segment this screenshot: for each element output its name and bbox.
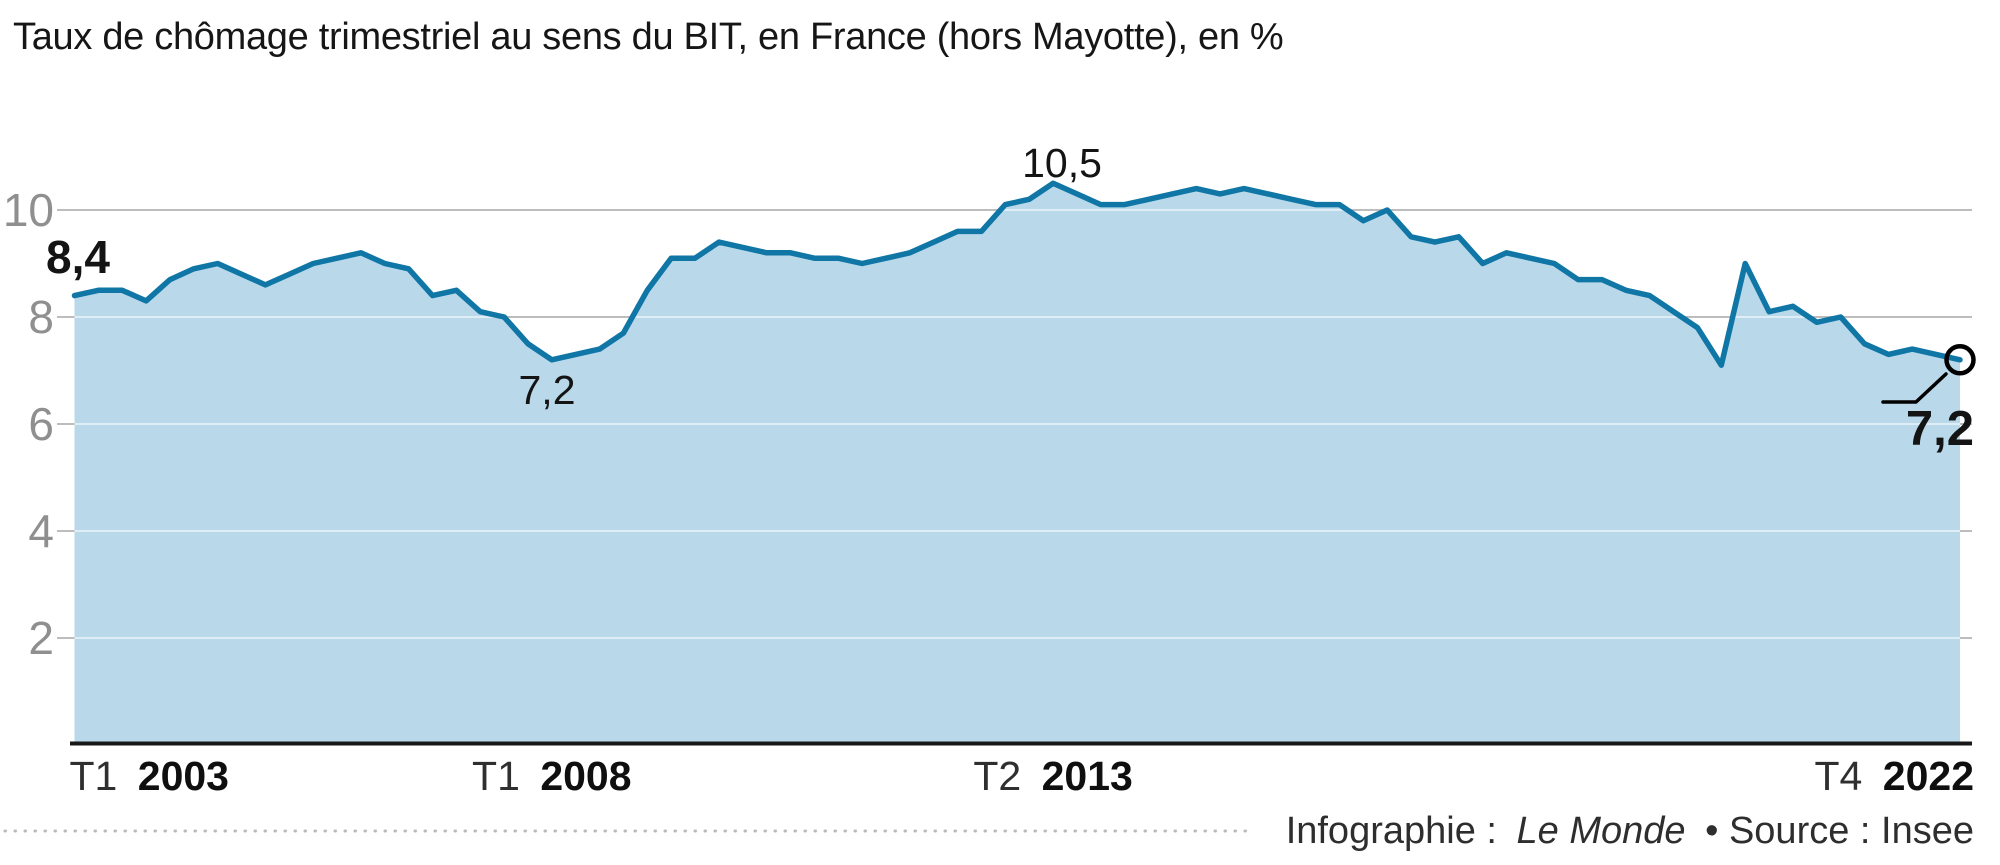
x-axis-labels: T1 2003 T1 2008 T2 2013 T4 2022 xyxy=(70,753,1975,799)
annotation-latest-value: 7,2 xyxy=(1906,402,1974,456)
x-tick-quarter: T2 xyxy=(973,753,1021,799)
x-tick-year: 2022 xyxy=(1883,753,1974,799)
annotation-first-value: 8,4 xyxy=(46,231,110,283)
x-tick-quarter: T1 xyxy=(472,753,520,799)
x-tick-year: 2008 xyxy=(540,753,631,799)
y-axis-label: 8 xyxy=(28,291,54,343)
y-axis-label: 10 xyxy=(3,184,54,236)
x-tick-quarter: T1 xyxy=(70,753,118,799)
y-axis-label: 2 xyxy=(28,612,54,664)
x-tick-year: 2013 xyxy=(1042,753,1133,799)
x-tick-year: 2003 xyxy=(138,753,229,799)
annotation-2013-peak: 10,5 xyxy=(1022,140,1102,186)
footer-credit: Infographie : Le Monde • Source : Insee xyxy=(1286,810,1974,852)
x-axis-label-2013: T2 2013 xyxy=(973,753,1132,799)
x-axis-label-2008: T1 2008 xyxy=(472,753,631,799)
endpoint-circle-marker xyxy=(1944,344,1976,376)
footer-infographie-label: Infographie : xyxy=(1286,810,1497,852)
x-tick-quarter: T4 xyxy=(1815,753,1863,799)
x-axis-label-2003: T1 2003 xyxy=(70,753,229,799)
y-axis-labels: 10 8 6 4 2 xyxy=(3,184,54,664)
annotation-2008-low: 7,2 xyxy=(519,367,576,413)
footer-source: • Source : Insee xyxy=(1705,810,1974,852)
area-fill xyxy=(74,183,1960,743)
footer-brand: Le Monde xyxy=(1517,810,1686,852)
rate-line xyxy=(71,180,1963,368)
y-axis-label: 6 xyxy=(28,398,54,450)
chart-title: Taux de chômage trimestriel au sens du B… xyxy=(13,16,1283,58)
annotation-callout-line xyxy=(1881,372,1948,404)
y-axis-label: 4 xyxy=(28,505,54,557)
x-axis-label-2022: T4 2022 xyxy=(1815,753,1974,799)
